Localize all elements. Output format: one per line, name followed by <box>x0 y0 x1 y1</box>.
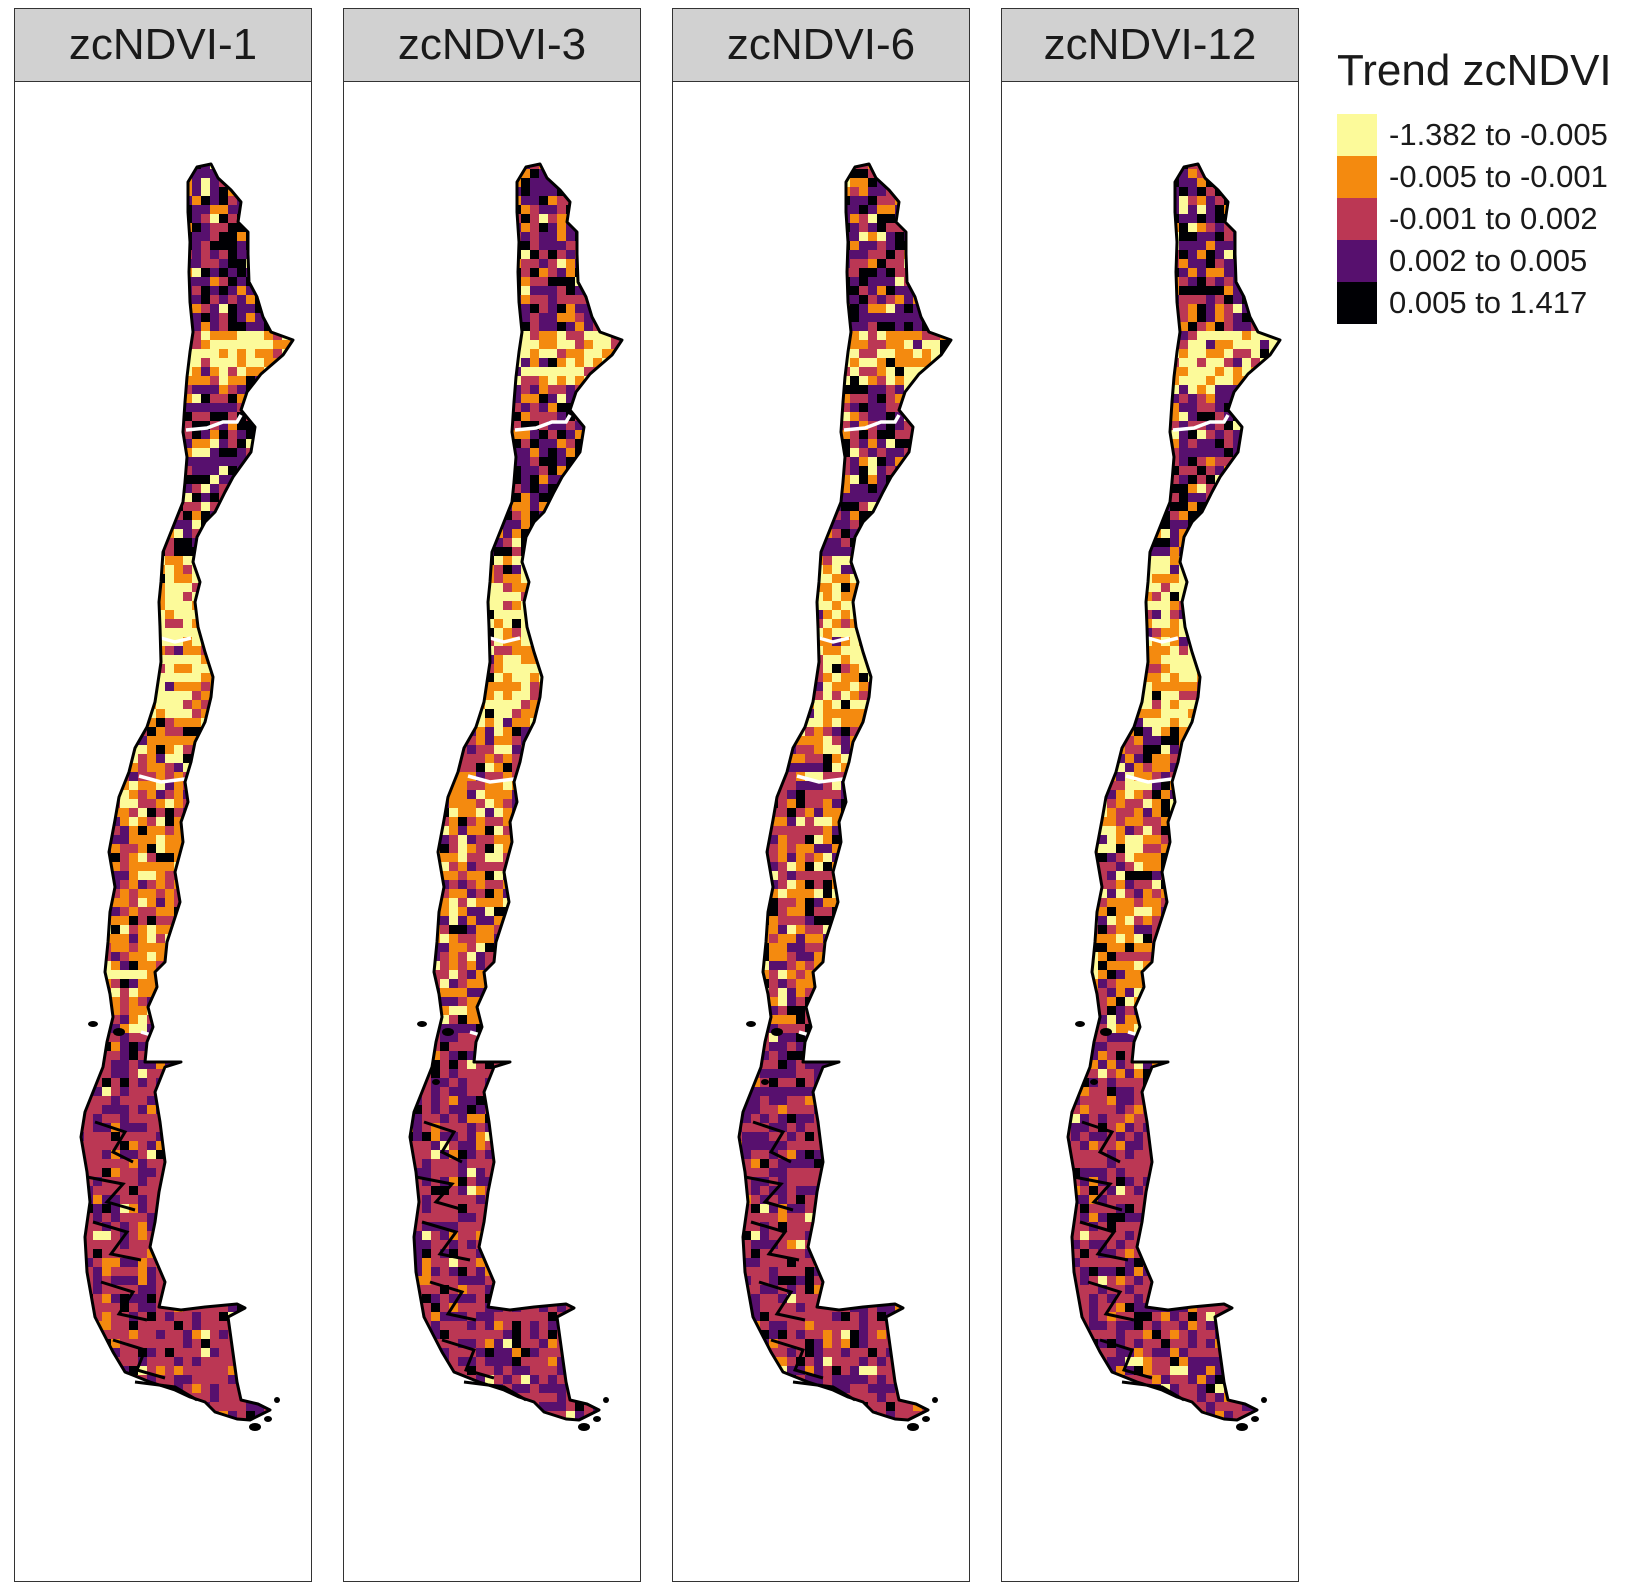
island <box>1236 1423 1248 1431</box>
island <box>249 1423 261 1431</box>
island <box>442 1028 454 1036</box>
island <box>578 1423 590 1431</box>
panel-title-strip: zcNDVI-1 <box>14 8 312 82</box>
region-boundary <box>489 636 521 644</box>
region-boundary <box>843 414 901 432</box>
fjord-channels <box>415 1120 527 1402</box>
chile-map <box>737 162 953 1431</box>
island <box>907 1423 919 1431</box>
country-outline <box>79 162 295 1422</box>
legend-label: -0.001 to 0.002 <box>1389 201 1598 236</box>
country-outline <box>1066 162 1282 1422</box>
island <box>922 1416 930 1422</box>
legend-label: -0.005 to -0.001 <box>1389 159 1608 194</box>
panel-title: zcNDVI-1 <box>68 20 258 69</box>
region-boundary <box>160 636 192 644</box>
region-boundary <box>1127 1030 1157 1038</box>
island <box>417 1021 427 1027</box>
panel-title: zcNDVI-12 <box>1043 20 1257 69</box>
legend-label: -1.382 to -0.005 <box>1389 117 1608 152</box>
island <box>432 1079 440 1085</box>
island <box>593 1416 601 1422</box>
map-panel-2: zcNDVI-3 <box>343 8 641 1582</box>
region-boundary <box>469 1030 499 1038</box>
region-boundary <box>138 774 186 784</box>
chile-map <box>79 162 295 1431</box>
legend-swatch <box>1337 282 1377 324</box>
chile-map <box>1066 162 1282 1431</box>
region-boundary <box>798 1030 828 1038</box>
fjord-channels <box>86 1120 198 1402</box>
island <box>1075 1021 1085 1027</box>
island <box>274 1397 280 1403</box>
legend-item: 0.005 to 1.417 <box>1337 282 1612 324</box>
legend-swatch <box>1337 198 1377 240</box>
map-frame <box>1001 81 1299 1582</box>
legend-title: Trend zcNDVI <box>1337 46 1612 95</box>
legend-item: 0.002 to 0.005 <box>1337 240 1612 282</box>
region-boundary <box>185 414 243 432</box>
map-frame <box>343 81 641 1582</box>
region-boundary <box>818 636 850 644</box>
chile-map <box>408 162 624 1431</box>
island <box>746 1021 756 1027</box>
island <box>1100 1028 1112 1036</box>
island <box>1090 1079 1098 1085</box>
island <box>113 1028 125 1036</box>
map-panel-1: zcNDVI-1 <box>14 8 312 1582</box>
island <box>761 1079 769 1085</box>
map-panel-3: zcNDVI-6 <box>672 8 970 1582</box>
region-boundary <box>1147 636 1179 644</box>
panel-title: zcNDVI-6 <box>726 20 916 69</box>
region-boundary <box>467 774 515 784</box>
legend-label: 0.005 to 1.417 <box>1389 285 1588 320</box>
region-boundary <box>1125 774 1173 784</box>
country-outline <box>737 162 953 1422</box>
region-boundary <box>514 414 572 432</box>
panel-title-strip: zcNDVI-3 <box>343 8 641 82</box>
island <box>932 1397 938 1403</box>
panel-title-strip: zcNDVI-6 <box>672 8 970 82</box>
island <box>1261 1397 1267 1403</box>
island <box>103 1079 111 1085</box>
panel-title: zcNDVI-3 <box>397 20 587 69</box>
legend-item: -0.005 to -0.001 <box>1337 156 1612 198</box>
region-boundary <box>1172 414 1230 432</box>
legend-swatch <box>1337 240 1377 282</box>
legend-swatch <box>1337 114 1377 156</box>
fjord-channels <box>1073 1120 1185 1402</box>
map-legend: Trend zcNDVI -1.382 to -0.005 -0.005 to … <box>1337 46 1612 324</box>
region-boundary <box>796 774 844 784</box>
legend-item: -1.382 to -0.005 <box>1337 114 1612 156</box>
island <box>88 1021 98 1027</box>
legend-swatch <box>1337 156 1377 198</box>
island <box>603 1397 609 1403</box>
country-outline <box>408 162 624 1422</box>
map-frame <box>672 81 970 1582</box>
region-boundary <box>140 1030 170 1038</box>
island <box>771 1028 783 1036</box>
map-frame <box>14 81 312 1582</box>
island <box>264 1416 272 1422</box>
panel-title-strip: zcNDVI-12 <box>1001 8 1299 82</box>
island <box>1251 1416 1259 1422</box>
map-panel-4: zcNDVI-12 <box>1001 8 1299 1582</box>
legend-label: 0.002 to 0.005 <box>1389 243 1588 278</box>
legend-item: -0.001 to 0.002 <box>1337 198 1612 240</box>
